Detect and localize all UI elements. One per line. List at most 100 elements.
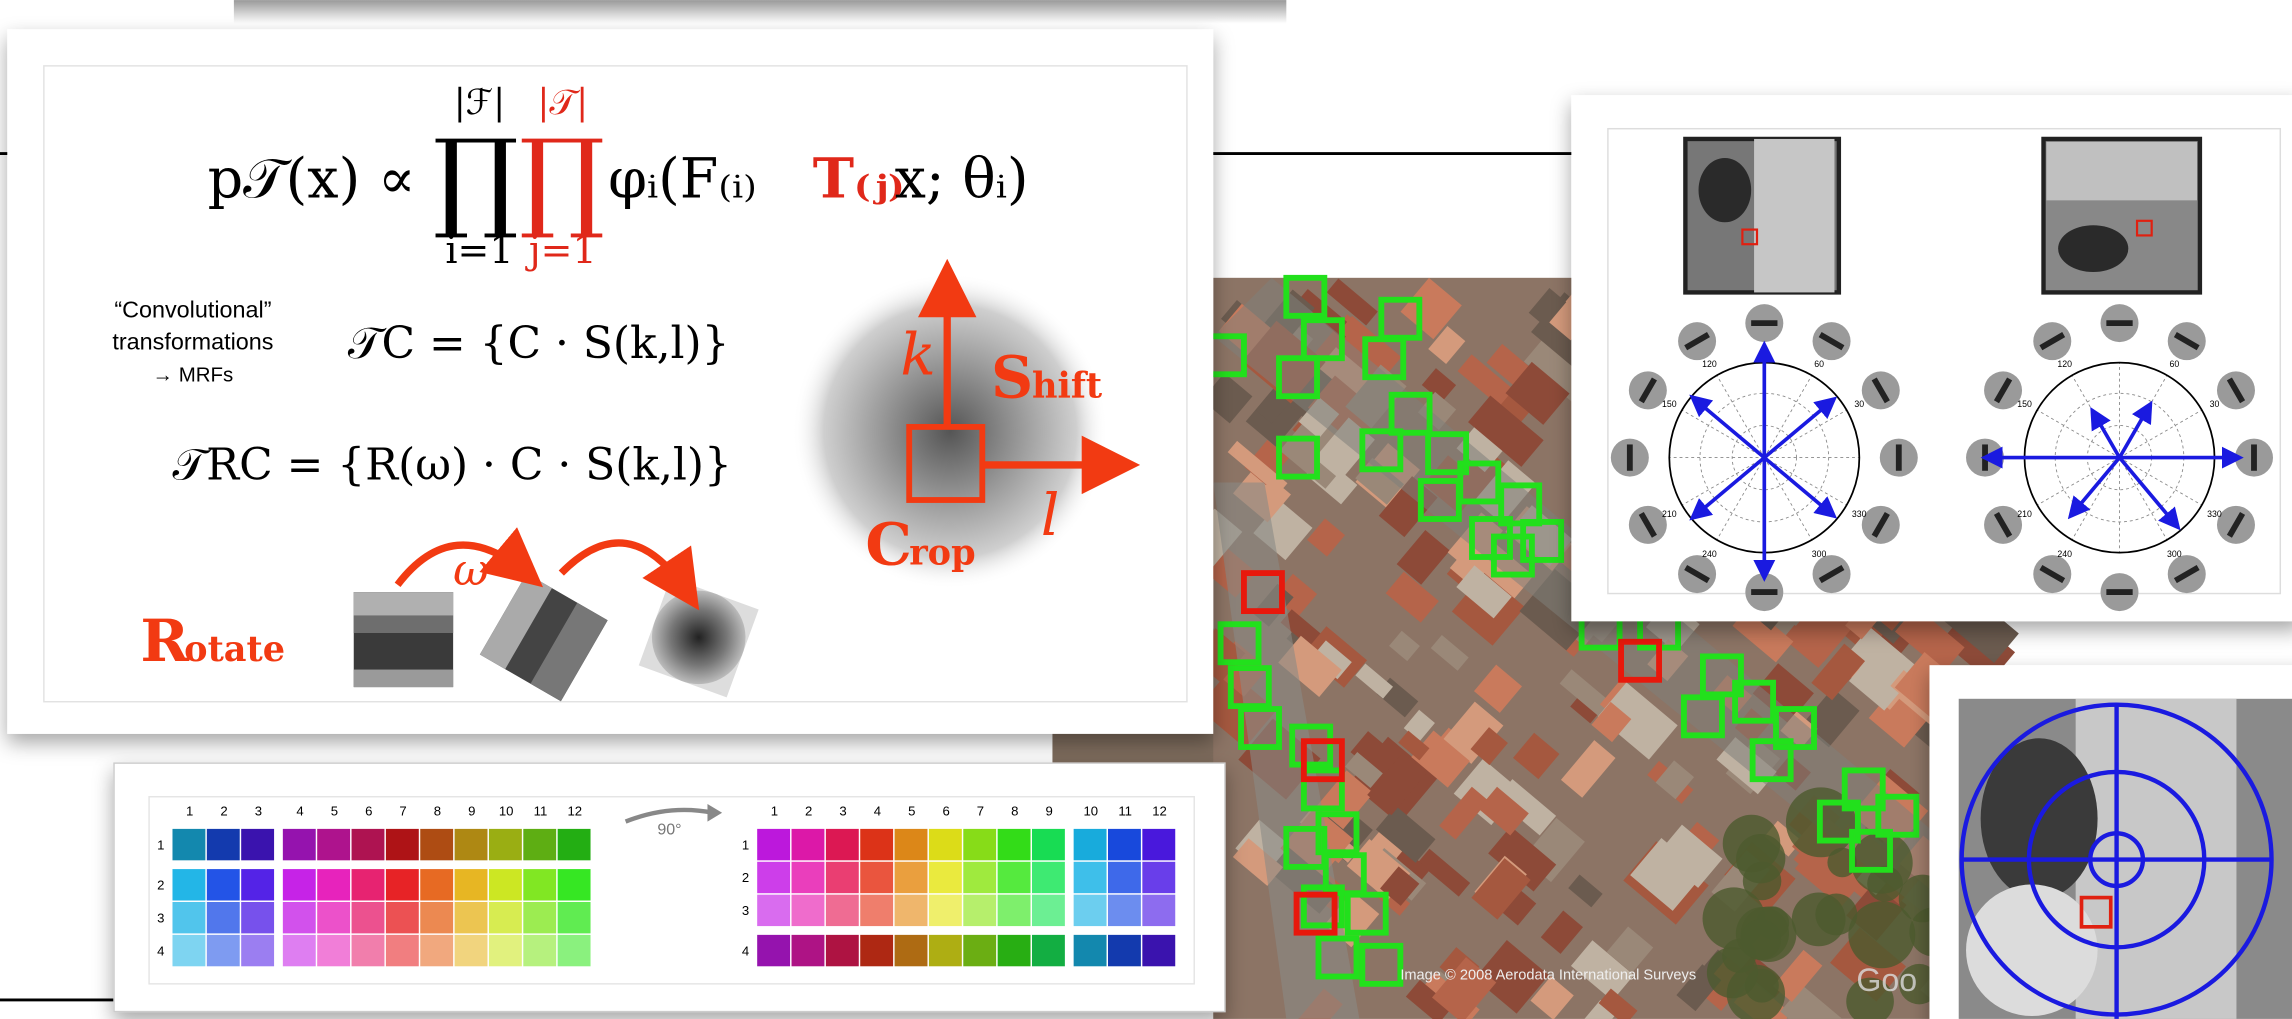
column-label: 9: [468, 804, 475, 819]
product: ∏: [433, 116, 519, 242]
collage: Image © 2008 Aerodata International Surv…: [0, 0, 2292, 1019]
row-label: 1: [157, 837, 164, 852]
color-cell: [207, 829, 240, 860]
color-cell: [826, 895, 859, 926]
color-cell: [1108, 829, 1141, 860]
color-cell: [352, 935, 385, 966]
color-cell: [386, 829, 419, 860]
shift-initial: S: [991, 343, 1033, 412]
color-cell: [757, 895, 790, 926]
polar-label: 300: [2167, 549, 2182, 559]
color-cell: [283, 829, 316, 860]
row-label: 3: [157, 910, 164, 925]
color-cell: [1142, 829, 1175, 860]
photo-screen: [2046, 142, 2197, 200]
column-label: 10: [1084, 804, 1099, 819]
patch-band: [354, 670, 453, 688]
polar-label: 240: [2057, 549, 2072, 559]
color-cell: [489, 902, 522, 933]
color-cell: [757, 829, 790, 860]
color-cell: [1074, 935, 1107, 966]
color-cell: [792, 829, 825, 860]
color-cell: [317, 829, 350, 860]
photo-figure: [1699, 158, 1752, 222]
product-upper: |𝒯|: [538, 82, 589, 123]
color-cell: [963, 829, 996, 860]
color-cell: [489, 935, 522, 966]
bottom-right-panel: [1929, 665, 2292, 1019]
color-cell: [860, 829, 893, 860]
color-cell: [1108, 895, 1141, 926]
photo-screen: [1754, 139, 1834, 292]
color-cell: [860, 862, 893, 893]
color-cell: [998, 829, 1031, 860]
column-label: 7: [399, 804, 406, 819]
color-cell: [1032, 829, 1065, 860]
product-lower: j=1: [525, 228, 597, 272]
color-cell: [1108, 935, 1141, 966]
color-cell: [792, 895, 825, 926]
formula-tail: x; θᵢ): [895, 146, 1029, 211]
polar-label: 30: [2210, 399, 2220, 409]
color-cell: [523, 829, 556, 860]
column-label: 12: [1152, 804, 1167, 819]
photo-figure: [2058, 225, 2128, 272]
color-cell: [241, 869, 274, 900]
color-cell: [241, 902, 274, 933]
patch: [652, 591, 746, 685]
note: “Convolutional”: [114, 296, 271, 322]
color-cell: [1108, 862, 1141, 893]
color-cell: [1142, 895, 1175, 926]
omega-label: ω: [453, 545, 489, 596]
color-cell: [207, 869, 240, 900]
formula-rc: 𝒯RC = {R(ω) · C · S(k,l)}: [172, 440, 731, 491]
polar-label: 150: [2017, 399, 2032, 409]
color-cell: [792, 862, 825, 893]
formula-c: 𝒯C = {C · S(k,l)}: [348, 318, 730, 369]
tree: [1736, 834, 1785, 883]
column-label: 11: [534, 804, 548, 819]
column-label: 3: [839, 804, 846, 819]
polar-label: 30: [1854, 399, 1864, 409]
tree: [1815, 893, 1857, 935]
column-label: 5: [908, 804, 915, 819]
color-grid-panel: 90° 123456789101112123412345678910111212…: [114, 763, 1225, 1011]
color-cell: [558, 829, 591, 860]
color-cell: [523, 935, 556, 966]
color-cell: [241, 829, 274, 860]
column-label: 2: [220, 804, 227, 819]
note: transformations: [112, 328, 273, 354]
rotation-label: 90°: [657, 821, 681, 839]
shift-rest: hift: [1032, 366, 1103, 407]
color-cell: [826, 862, 859, 893]
row-label: 2: [157, 878, 164, 893]
color-cell: [455, 829, 488, 860]
color-cell: [929, 935, 962, 966]
row-label: 3: [742, 903, 749, 918]
column-label: 3: [255, 804, 262, 819]
polar-label: 330: [2207, 509, 2222, 519]
column-label: 9: [1046, 804, 1053, 819]
row-label: 1: [742, 837, 749, 852]
row-label: 4: [157, 943, 164, 958]
row-label: 2: [742, 870, 749, 885]
main-panel: p𝒯(x) ∝ ∏ |ℱ| i=1 ∏ |𝒯| j=1 φᵢ(F₍ᵢ₎ T₍ⱼ₎…: [7, 29, 1213, 734]
column-label: 4: [874, 804, 881, 819]
formula-lhs: p𝒯(x) ∝: [208, 146, 416, 211]
color-cell: [386, 935, 419, 966]
column-label: 7: [977, 804, 984, 819]
color-cell: [455, 902, 488, 933]
color-cell: [172, 935, 205, 966]
color-cell: [1074, 829, 1107, 860]
column-label: 1: [186, 804, 193, 819]
tree: [1741, 919, 1782, 960]
k-label: k: [900, 320, 935, 388]
l-label: l: [1041, 481, 1060, 549]
color-cell: [317, 902, 350, 933]
polar-label: 240: [1702, 549, 1717, 559]
photo-logo: Goo: [1856, 962, 1917, 998]
color-cell: [352, 829, 385, 860]
color-cell: [998, 862, 1031, 893]
column-label: 4: [296, 804, 303, 819]
crop-initial: C: [865, 509, 912, 578]
